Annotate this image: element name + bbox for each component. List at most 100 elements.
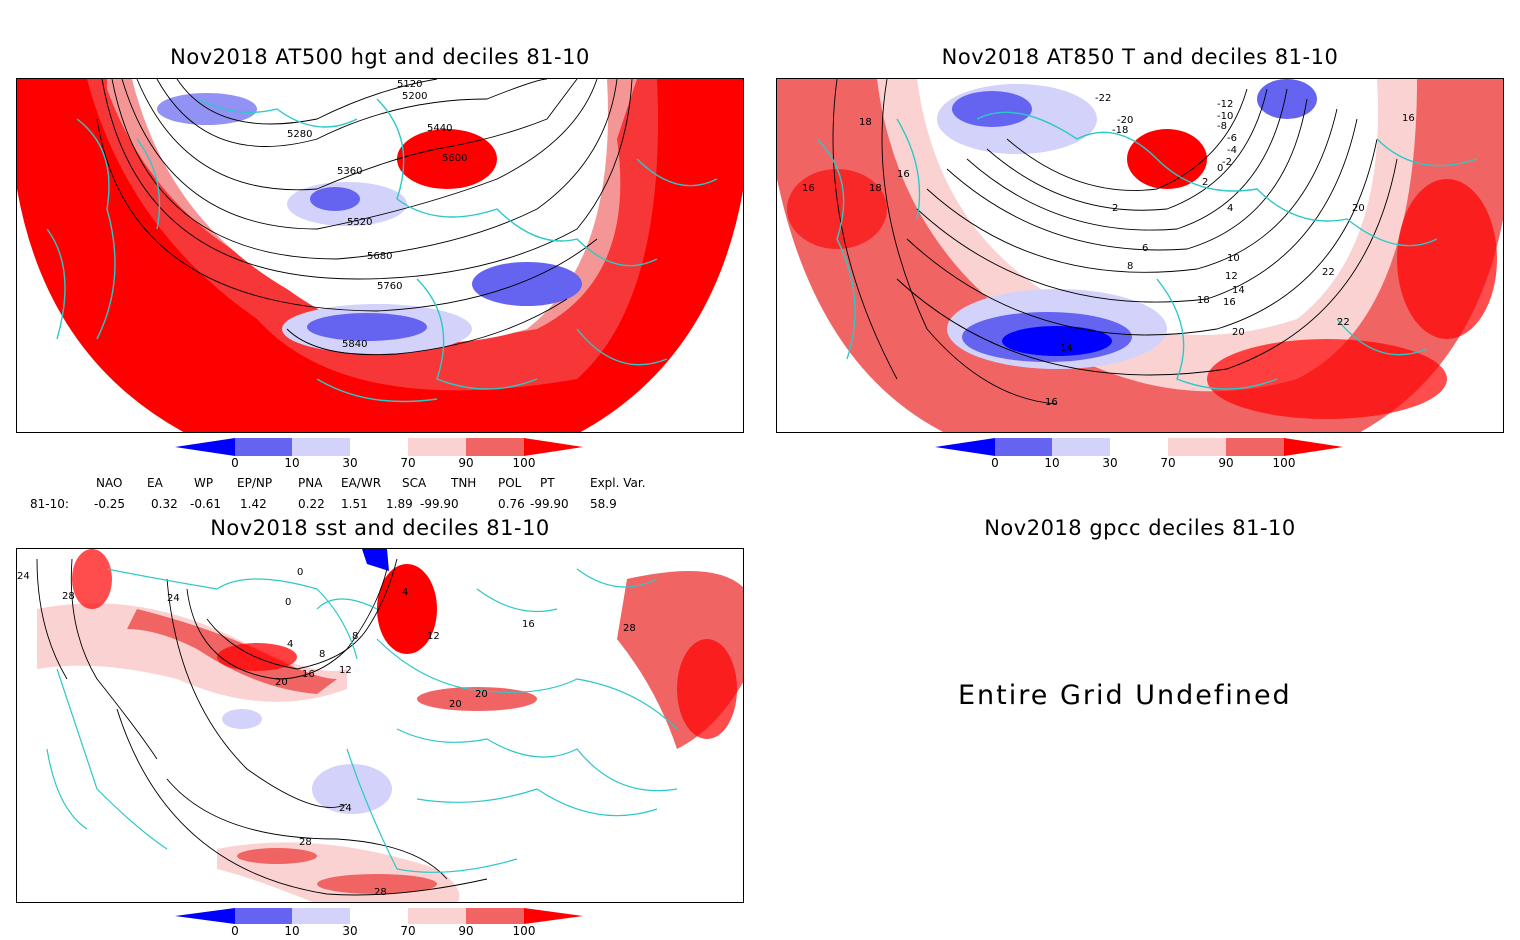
hgt-contour-label: 5840	[342, 339, 367, 350]
t850-contour-label: 10	[1227, 253, 1240, 264]
sst-map: 24 28 24 0 4 8 12 16 20 20 20 24 28 28 2…	[17, 549, 743, 902]
hgt-map-panel: 5120 5200 5280 5440 5600 5360 5520 5680 …	[16, 78, 744, 433]
sst-blue-north	[362, 549, 389, 571]
t850-contour-label: 16	[897, 169, 910, 180]
sst-red-east-core	[677, 639, 737, 739]
t850-contour-label: -22	[1095, 93, 1111, 104]
index-value: -99.90	[420, 497, 459, 511]
t850-contour-label: -10	[1217, 111, 1233, 122]
sst-panel-title: Nov2018 sst and deciles 81-10	[210, 516, 550, 540]
hgt-contour-label: 5680	[367, 251, 392, 262]
sst-contour-label: 24	[339, 803, 352, 814]
colorbar-tick: 30	[1102, 456, 1118, 470]
index-value: 1.89	[386, 497, 413, 511]
hgt-contour-labels: 5120 5200 5280 5440 5600 5360 5520 5680 …	[287, 79, 467, 350]
colorbar-tick: 70	[1160, 456, 1176, 470]
hgt-contour-label: 5520	[347, 217, 372, 228]
t850-red-east	[1397, 179, 1497, 339]
sst-red-west	[72, 549, 112, 609]
index-header: EA/WR	[341, 476, 382, 490]
sst-contour-label: 28	[623, 623, 636, 634]
sst-contour-label: 24	[17, 571, 30, 582]
colorbar-tick: 0	[991, 456, 999, 470]
sst-contour-label: 12	[427, 631, 440, 642]
gpcc-panel-title: Nov2018 gpcc deciles 81-10	[984, 516, 1296, 540]
sst-red-core	[217, 643, 297, 671]
colorbar-tick: 0	[231, 456, 239, 470]
hgt-blue-low-3	[472, 262, 582, 306]
sst-contour-label: 12	[339, 665, 352, 676]
hgt-contour-label: 5600	[442, 153, 467, 164]
gpcc-undefined-message: Entire Grid Undefined	[958, 680, 1292, 711]
sst-contours	[36, 558, 488, 896]
hgt-panel-title: Nov2018 AT500 hgt and deciles 81-10	[170, 45, 590, 69]
colorbar-tick: 100	[512, 924, 536, 938]
index-header: TNH	[451, 476, 477, 490]
t850-contour-label: -8	[1217, 121, 1227, 132]
t850-contour-label: 18	[1197, 295, 1210, 306]
t850-contour-label: 20	[1232, 327, 1245, 338]
t850-contour-label: -4	[1227, 145, 1237, 156]
t850-contour-label: -18	[1112, 125, 1128, 136]
index-header: EA	[147, 476, 163, 490]
t850-coastlines	[816, 111, 1478, 390]
sst-contour-label: 8	[319, 649, 325, 660]
index-header: WP	[194, 476, 214, 490]
sst-red-med	[417, 687, 537, 711]
hgt-contour-label: 5360	[337, 166, 362, 177]
t850-contour-label: -12	[1217, 99, 1233, 110]
sst-coastlines	[46, 568, 678, 873]
t850-colorbar: 0 10 30 70 90 100	[935, 438, 1345, 478]
sst-contour-label: 16	[522, 619, 535, 630]
sst-contour-label: 4	[287, 639, 293, 650]
colorbar-tick: 90	[458, 924, 474, 938]
sst-blue-south	[312, 764, 392, 814]
sst-contour-label: 16	[302, 669, 315, 680]
t850-red-west	[787, 169, 887, 249]
t850-contour-label: 22	[1337, 317, 1350, 328]
t850-contour-label: 4	[1227, 203, 1233, 214]
t850-contour-label: 16	[802, 183, 815, 194]
colorbar-tick: 100	[1272, 456, 1296, 470]
t850-blue-ne	[1257, 79, 1317, 119]
colorbar-tick: 30	[342, 924, 358, 938]
colorbar-tick: 10	[284, 456, 300, 470]
colorbar-tick: 10	[284, 924, 300, 938]
t850-blue-north-core	[952, 91, 1032, 127]
index-header: EP/NP	[237, 476, 273, 490]
colorbar-tick: 90	[458, 456, 474, 470]
index-header: PNA	[298, 476, 323, 490]
hgt-contours	[96, 79, 633, 356]
index-header: POL	[498, 476, 522, 490]
sst-red-south-core	[237, 848, 317, 864]
t850-contour-label: -6	[1227, 133, 1237, 144]
t850-contour-label: -2	[1222, 157, 1232, 168]
index-value: 0.76	[498, 497, 525, 511]
hgt-red-high	[397, 129, 497, 189]
hgt-map: 5120 5200 5280 5440 5600 5360 5520 5680 …	[17, 79, 743, 432]
t850-colorbar-svg	[935, 438, 1343, 456]
sst-contour-label: 0	[297, 567, 303, 578]
index-value: 1.42	[240, 497, 267, 511]
sst-contour-label: 0	[285, 597, 291, 608]
t850-contour-label: -20	[1117, 115, 1133, 126]
t850-contour-label: 16	[1045, 397, 1058, 408]
sst-contour-label: 4	[402, 587, 408, 598]
hgt-colorbar: 0 10 30 70 90 100	[175, 438, 585, 478]
hgt-contour-label: 5200	[402, 91, 427, 102]
index-header: NAO	[96, 476, 123, 490]
sst-contour-label: 8	[352, 631, 358, 642]
t850-contour-label: 16	[1223, 297, 1236, 308]
colorbar-tick: 70	[400, 456, 416, 470]
t850-panel-title: Nov2018 AT850 T and deciles 81-10	[941, 45, 1339, 69]
hgt-contour-label: 5120	[397, 79, 422, 90]
index-row-label: 81-10:	[30, 497, 69, 511]
index-value: -0.25	[94, 497, 126, 511]
t850-map: 18 16 18 16 -12 -10 -8 -6 -4 -2 0 2 4 2 …	[777, 79, 1503, 432]
t850-contour-label: 2	[1202, 177, 1208, 188]
hgt-contour-label: 5760	[377, 281, 402, 292]
index-header: SCA	[402, 476, 427, 490]
colorbar-tick: 70	[400, 924, 416, 938]
sst-colorbar-svg	[175, 908, 583, 924]
sst-contour-label: 20	[449, 699, 462, 710]
